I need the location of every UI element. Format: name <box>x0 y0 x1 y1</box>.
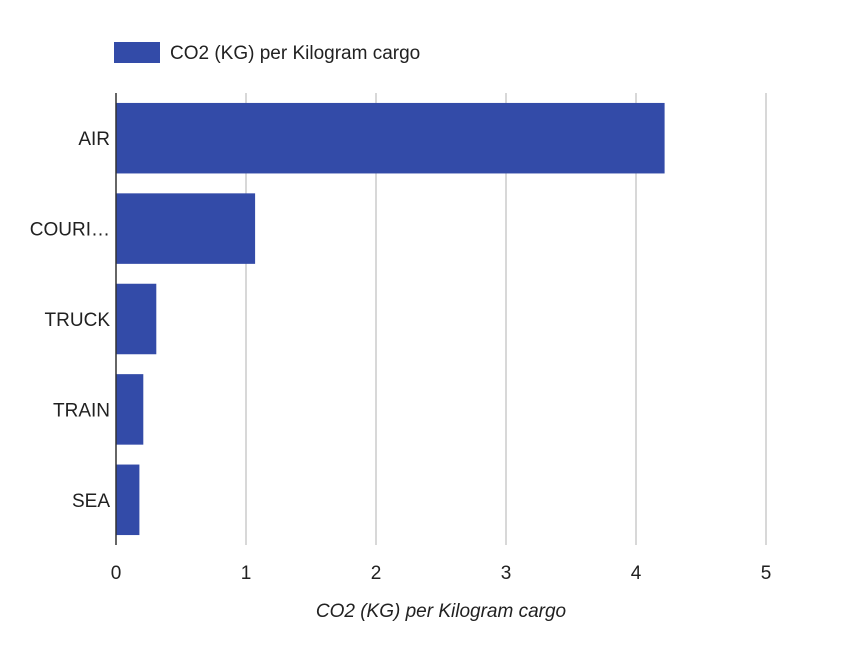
category-label: SEA <box>72 491 110 512</box>
x-tick-label: 0 <box>111 563 122 584</box>
category-label: TRAIN <box>53 400 110 421</box>
x-tick-label: 5 <box>761 563 772 584</box>
category-labels: AIR COURI… TRUCK TRAIN SEA <box>30 129 111 512</box>
category-label: COURI… <box>30 220 110 241</box>
x-tick-label: 3 <box>501 563 512 584</box>
category-label: AIR <box>78 129 110 150</box>
bars <box>116 102 665 536</box>
x-tick-label: 1 <box>241 563 252 584</box>
x-tick-label: 2 <box>371 563 382 584</box>
bar-couri <box>116 193 256 264</box>
x-tick-labels: 0 1 2 3 4 5 <box>111 563 772 584</box>
x-axis-title: CO2 (KG) per Kilogram cargo <box>316 601 566 622</box>
category-label: TRUCK <box>45 310 111 331</box>
bar-truck <box>116 283 157 355</box>
legend-swatch <box>114 42 160 63</box>
bar-train <box>116 374 144 445</box>
legend: CO2 (KG) per Kilogram cargo <box>114 42 420 64</box>
legend-label: CO2 (KG) per Kilogram cargo <box>170 43 420 64</box>
bar-sea <box>116 464 140 536</box>
bar-air <box>116 102 665 174</box>
x-tick-label: 4 <box>631 563 642 584</box>
